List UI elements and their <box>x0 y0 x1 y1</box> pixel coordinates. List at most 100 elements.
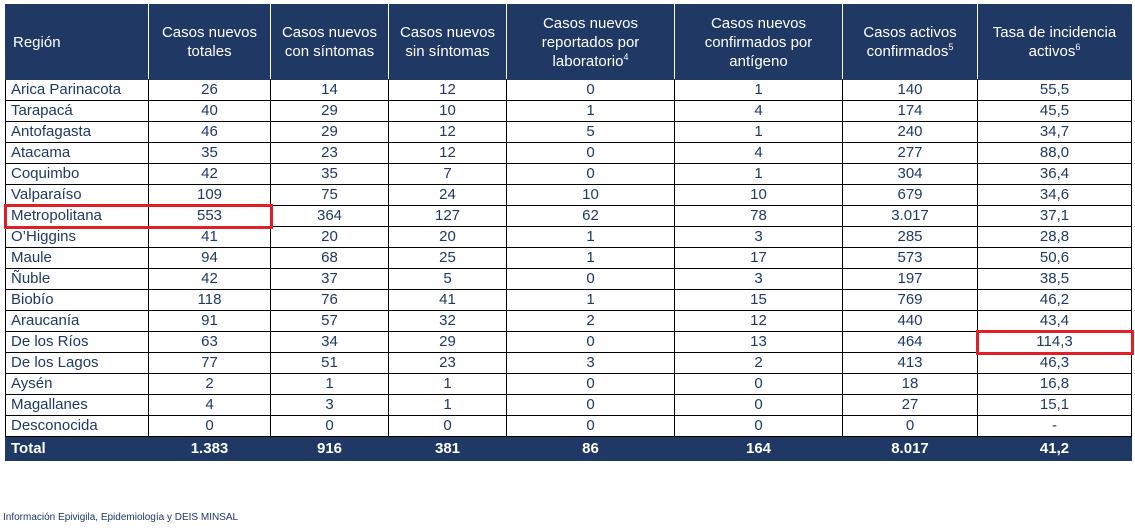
value-cell: 29 <box>270 100 389 122</box>
table-row: Metropolitana 553 364 127 62 78 3.017 37,1 <box>5 205 1132 227</box>
value-cell: 1 <box>506 247 675 269</box>
value-cell: 78 <box>674 205 843 227</box>
value-cell: 41 <box>388 289 507 311</box>
table-row: Maule 94 68 25 1 17 573 50,6 <box>5 247 1132 269</box>
value-cell: 34 <box>270 331 389 353</box>
value-cell: 0 <box>506 373 675 395</box>
value-cell: 15 <box>674 289 843 311</box>
value-cell: 3 <box>674 226 843 248</box>
region-cell: Metropolitana <box>5 205 149 227</box>
value-cell: 29 <box>270 121 389 143</box>
value-cell: 7 <box>388 163 507 185</box>
value-cell: 573 <box>842 247 978 269</box>
table-row: Aysén 2 1 1 0 0 18 16,8 <box>5 373 1132 395</box>
value-cell: 23 <box>270 142 389 164</box>
value-cell: 0 <box>506 79 675 101</box>
value-cell: 197 <box>842 268 978 290</box>
total-value: 1.383 <box>148 436 271 461</box>
value-cell: 2 <box>148 373 271 395</box>
header-col-6: Casos activos confirmados5 <box>842 4 978 80</box>
region-cell: Arica Parinacota <box>5 79 149 101</box>
value-cell: 40 <box>148 100 271 122</box>
value-cell: 18 <box>842 373 978 395</box>
footnote-marker: 6 <box>1075 42 1081 52</box>
region-cell: Valparaíso <box>5 184 149 206</box>
region-cell: Biobío <box>5 289 149 311</box>
header-label: Casos nuevos reportados por laboratorio <box>541 14 640 70</box>
table-row: Antofagasta 46 29 12 5 1 240 34,7 <box>5 121 1132 143</box>
value-cell: 0 <box>506 394 675 416</box>
value-cell: 26 <box>148 79 271 101</box>
region-cell: Antofagasta <box>5 121 149 143</box>
header-label: Casos nuevos sin síntomas <box>399 24 496 60</box>
value-cell: 46,2 <box>977 289 1132 311</box>
value-cell: 3 <box>506 352 675 374</box>
value-cell: 0 <box>506 331 675 353</box>
total-value: 41,2 <box>977 436 1132 461</box>
value-cell: 553 <box>148 205 271 227</box>
value-cell: 68 <box>270 247 389 269</box>
value-cell: 17 <box>674 247 843 269</box>
region-cell: De los Lagos <box>5 352 149 374</box>
value-cell: 0 <box>270 415 389 437</box>
value-cell: 37 <box>270 268 389 290</box>
total-value: 381 <box>388 436 507 461</box>
value-cell: 94 <box>148 247 271 269</box>
value-cell: 63 <box>148 331 271 353</box>
header-label: Casos activos confirmados <box>863 24 957 60</box>
header-label: Tasa de incidencia activos <box>992 24 1117 60</box>
value-cell: 118 <box>148 289 271 311</box>
value-cell: 1 <box>506 100 675 122</box>
value-cell: 10 <box>506 184 675 206</box>
header-label: Casos nuevos con síntomas <box>281 24 378 60</box>
value-cell: 50,6 <box>977 247 1132 269</box>
value-cell: 1 <box>506 226 675 248</box>
header-row: Región Casos nuevos totales Casos nuevos c… <box>5 4 1132 80</box>
value-cell: 2 <box>506 310 675 332</box>
value-cell: 91 <box>148 310 271 332</box>
value-cell: 20 <box>270 226 389 248</box>
value-cell: - <box>977 415 1132 437</box>
value-cell: 0 <box>506 415 675 437</box>
value-cell: 3 <box>674 268 843 290</box>
region-cell: Maule <box>5 247 149 269</box>
value-cell: 285 <box>842 226 978 248</box>
value-cell: 0 <box>674 415 843 437</box>
value-cell: 0 <box>674 394 843 416</box>
value-cell: 5 <box>506 121 675 143</box>
value-cell: 4 <box>148 394 271 416</box>
value-cell: 127 <box>388 205 507 227</box>
value-cell: 36,4 <box>977 163 1132 185</box>
value-cell: 0 <box>506 268 675 290</box>
header-label: Región <box>13 33 61 51</box>
total-value: 916 <box>270 436 389 461</box>
value-cell: 3.017 <box>842 205 978 227</box>
value-cell: 77 <box>148 352 271 374</box>
value-cell: 464 <box>842 331 978 353</box>
value-cell: 0 <box>506 163 675 185</box>
value-cell: 42 <box>148 163 271 185</box>
value-cell: 440 <box>842 310 978 332</box>
value-cell: 88,0 <box>977 142 1132 164</box>
table-row: O’Higgins 41 20 20 1 3 285 28,8 <box>5 226 1132 248</box>
value-cell: 1 <box>674 163 843 185</box>
value-cell: 37,1 <box>977 205 1132 227</box>
region-cell: Desconocida <box>5 415 149 437</box>
table-body: Arica Parinacota 26 14 12 0 1 140 55,5 Tarapacá 4… <box>5 79 1132 437</box>
value-cell: 240 <box>842 121 978 143</box>
table-row: De los Ríos 63 34 29 0 13 464 114,3 <box>5 331 1132 353</box>
value-cell: 4 <box>674 142 843 164</box>
value-cell: 38,5 <box>977 268 1132 290</box>
value-cell: 13 <box>674 331 843 353</box>
table-row: De los Lagos 77 51 23 3 2 413 46,3 <box>5 352 1132 374</box>
footnote-marker: 4 <box>623 51 629 62</box>
value-cell: 277 <box>842 142 978 164</box>
value-cell: 109 <box>148 184 271 206</box>
value-cell: 34,6 <box>977 184 1132 206</box>
table-row: Valparaíso 109 75 24 10 10 679 34,6 <box>5 184 1132 206</box>
header-col-7: Tasa de incidencia activos6 <box>977 4 1132 80</box>
value-cell: 10 <box>388 100 507 122</box>
value-cell: 1 <box>270 373 389 395</box>
region-cell: O’Higgins <box>5 226 149 248</box>
value-cell: 12 <box>388 142 507 164</box>
